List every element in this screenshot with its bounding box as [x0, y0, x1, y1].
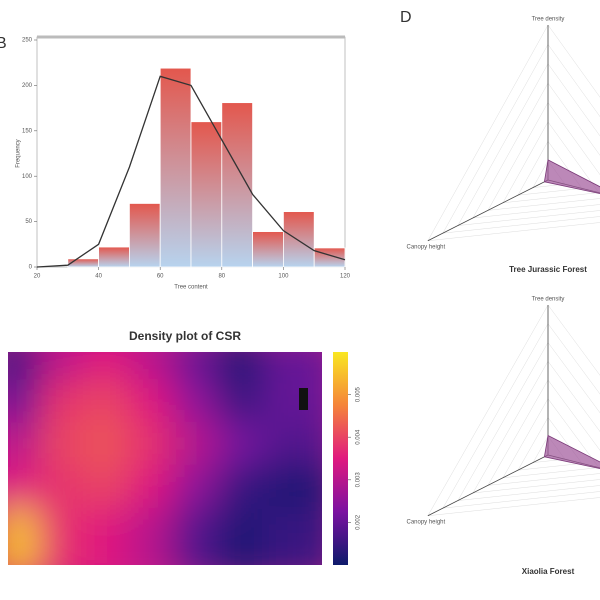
chart-title: Tree Jurassic Forest — [509, 265, 587, 274]
y-tick-label: 0 — [29, 265, 33, 271]
x-tick-label: 80 — [218, 274, 225, 280]
x-tick-label: 100 — [278, 274, 289, 280]
x-tick-label: 20 — [34, 274, 41, 280]
chart-title: Density plot of CSR — [129, 329, 241, 343]
radar-axis — [427, 179, 549, 242]
radar-grid — [502, 121, 600, 204]
bar — [98, 246, 130, 268]
heatmap-cell — [262, 507, 322, 565]
bar — [67, 258, 100, 268]
colorbar-tick-label: 0.004 — [356, 429, 362, 445]
heatmap-area — [8, 352, 322, 565]
y-tick-label: 150 — [22, 128, 33, 134]
radar-grid — [457, 342, 600, 501]
radar-grid — [472, 360, 600, 494]
y-tick-label: 200 — [22, 83, 33, 89]
colorbar — [333, 352, 348, 565]
legend-swatch — [299, 388, 308, 410]
x-tick-label: 60 — [157, 274, 164, 280]
radar-grid — [442, 43, 600, 234]
radar-grid — [487, 102, 600, 211]
colorbar-tick-label: 0.003 — [356, 472, 362, 488]
bar — [221, 102, 254, 268]
radar-grid — [487, 379, 600, 486]
chart-title: Xiaolia Forest — [522, 567, 575, 576]
radar-grid — [472, 82, 600, 219]
radar-axis-label: Tree density — [532, 17, 565, 23]
bar — [190, 121, 223, 268]
panel-label: D — [400, 9, 412, 26]
bar — [159, 67, 192, 268]
radar-grid — [442, 323, 600, 509]
panel-label: B — [0, 35, 7, 52]
x-tick-label: 40 — [95, 274, 102, 280]
radar-axis — [427, 454, 549, 517]
colorbar-tick-label: 0.002 — [356, 514, 362, 530]
radar-axis-label: Canopy height — [406, 519, 445, 525]
radar-grid — [517, 417, 583, 471]
radar-axis-label: Tree density — [532, 297, 565, 303]
x-tick-label: 120 — [340, 274, 351, 280]
radar-area — [543, 434, 600, 470]
colorbar-tick-label: 0.005 — [356, 386, 362, 402]
radar-axis-label: Canopy height — [406, 244, 445, 250]
radar-area — [543, 159, 600, 195]
y-tick-label: 250 — [22, 38, 33, 44]
y-axis-label: Frequency — [16, 139, 22, 167]
bar — [313, 247, 346, 268]
radar-grid — [427, 24, 600, 242]
y-tick-label: 100 — [22, 174, 33, 180]
x-axis-label: Tree content — [174, 285, 208, 291]
radar-grid — [457, 63, 600, 226]
radar-grid — [502, 398, 600, 479]
radar-grid — [427, 304, 600, 517]
y-tick-label: 50 — [25, 219, 32, 225]
bar — [128, 203, 161, 268]
heatmap-cells — [8, 352, 322, 565]
density-curve — [36, 75, 346, 268]
bar — [282, 211, 315, 268]
bar — [252, 231, 284, 268]
radar-grid — [517, 140, 583, 196]
